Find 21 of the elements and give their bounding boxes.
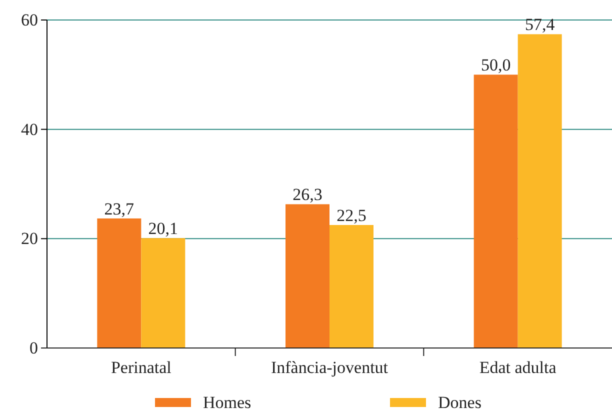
- x-tick-label: Edat adulta: [479, 358, 557, 377]
- bar: [286, 204, 330, 348]
- bar: [330, 225, 374, 348]
- y-tick-label: 60: [21, 10, 38, 30]
- y-tick-label: 0: [30, 338, 38, 358]
- legend-label: Homes: [203, 393, 252, 411]
- data-label: 22,5: [336, 206, 366, 225]
- data-label: 57,4: [524, 15, 556, 34]
- bar: [518, 34, 562, 348]
- data-label: 50,0: [480, 56, 511, 75]
- legend-label: Dones: [438, 393, 482, 411]
- data-label: 26,3: [292, 185, 322, 204]
- x-tick-label: Perinatal: [110, 358, 172, 377]
- bar: [141, 238, 186, 348]
- y-tick-label: 40: [21, 120, 38, 139]
- data-label: 23,7: [104, 199, 135, 218]
- y-tick-label: 20: [21, 229, 38, 248]
- data-label: 20,1: [148, 219, 178, 238]
- bar: [97, 218, 142, 348]
- bar: [474, 74, 518, 348]
- x-tick-label: Infància-joventut: [270, 358, 388, 377]
